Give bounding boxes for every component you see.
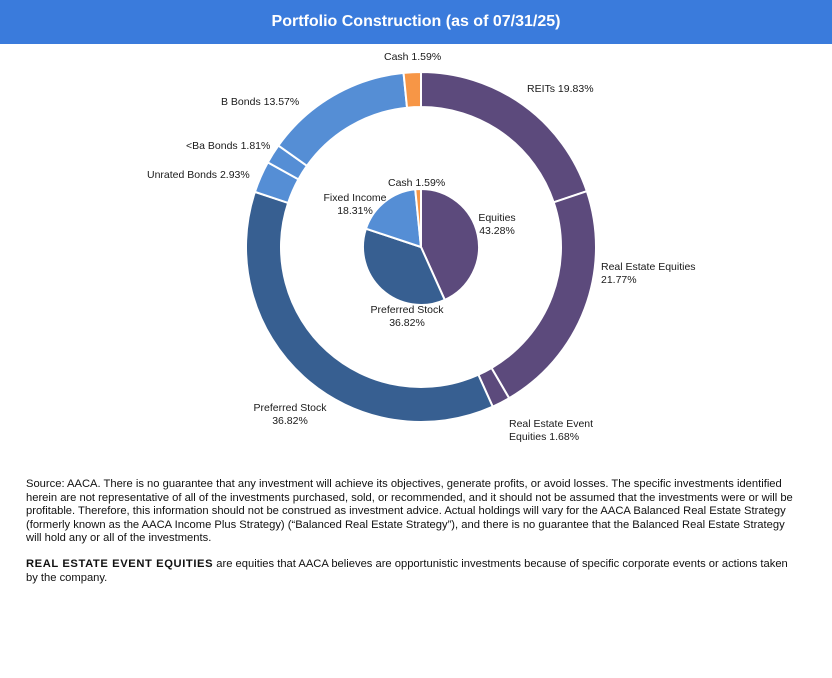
definition-text: are equities that AACA believes are oppo… [26,558,788,584]
inner-data-label-line: 43.28% [479,225,515,237]
inner-data-label: Cash 1.59% [388,177,445,189]
outer-data-label: REITs 19.83% [527,83,594,95]
inner-data-label-line: 18.31% [337,205,373,217]
inner-data-label-line: Preferred Stock [371,304,445,316]
outer-data-label: <Ba Bonds 1.81% [186,140,270,152]
outer-data-label-line: Real Estate Equities [601,261,696,273]
outer-data-label-line: <Ba Bonds 1.81% [186,140,270,152]
chart-title-bar: Portfolio Construction (as of 07/31/25) [0,0,832,44]
outer-data-label: Real Estate Equities 21.77% [601,261,696,286]
outer-slice-cash [402,70,422,109]
source-disclaimer: Source: AACA. There is no guarantee that… [26,478,793,544]
outer-data-label-line: 36.82% [272,415,308,427]
inner-slice-equities [420,187,480,302]
outer-data-label: Unrated Bonds 2.93% [147,169,250,181]
inner-slice-preferred-stock [362,227,447,306]
inner-data-label-line: Equities [478,212,515,224]
outer-data-label: Cash 1.59% [384,51,441,63]
inner-data-label-line: Fixed Income [323,192,386,204]
outer-data-label: Real Estate Event Equities 1.68% [509,418,593,443]
outer-data-label-line: Equities 1.68% [509,431,579,443]
inner-data-label: Fixed Income 18.31% [323,192,386,217]
outer-data-label-line: Real Estate Event [509,418,593,430]
inner-data-label-line: 36.82% [389,317,425,329]
inner-data-label: Equities 43.28% [478,212,515,237]
outer-data-label-line: Unrated Bonds 2.93% [147,169,250,181]
inner-slice-fixed-income [364,188,423,249]
inner-data-label-line: Cash 1.59% [388,177,445,189]
inner-slice-cash [414,187,422,248]
outer-data-label-line: Cash 1.59% [384,51,441,63]
outer-data-label-line: 21.77% [601,274,637,286]
outer-data-label-line: B Bonds 13.57% [221,96,299,108]
outer-data-label: B Bonds 13.57% [221,96,299,108]
outer-slice-b-bonds [277,71,409,168]
outer-data-label-line: REITs 19.83% [527,83,594,95]
outer-data-label-line: Preferred Stock [254,402,328,414]
definition-note: REAL ESTATE EVENT EQUITIES are equities … [26,558,796,585]
definition-term: REAL ESTATE EVENT EQUITIES [26,558,214,570]
chart-title: Portfolio Construction (as of 07/31/25) [271,13,561,30]
outer-data-label: Preferred Stock 36.82% [254,402,328,427]
inner-data-label: Preferred Stock 36.82% [371,304,445,329]
donut-chart: REITs 19.83%Real Estate Equities 21.77%Re… [147,51,696,443]
